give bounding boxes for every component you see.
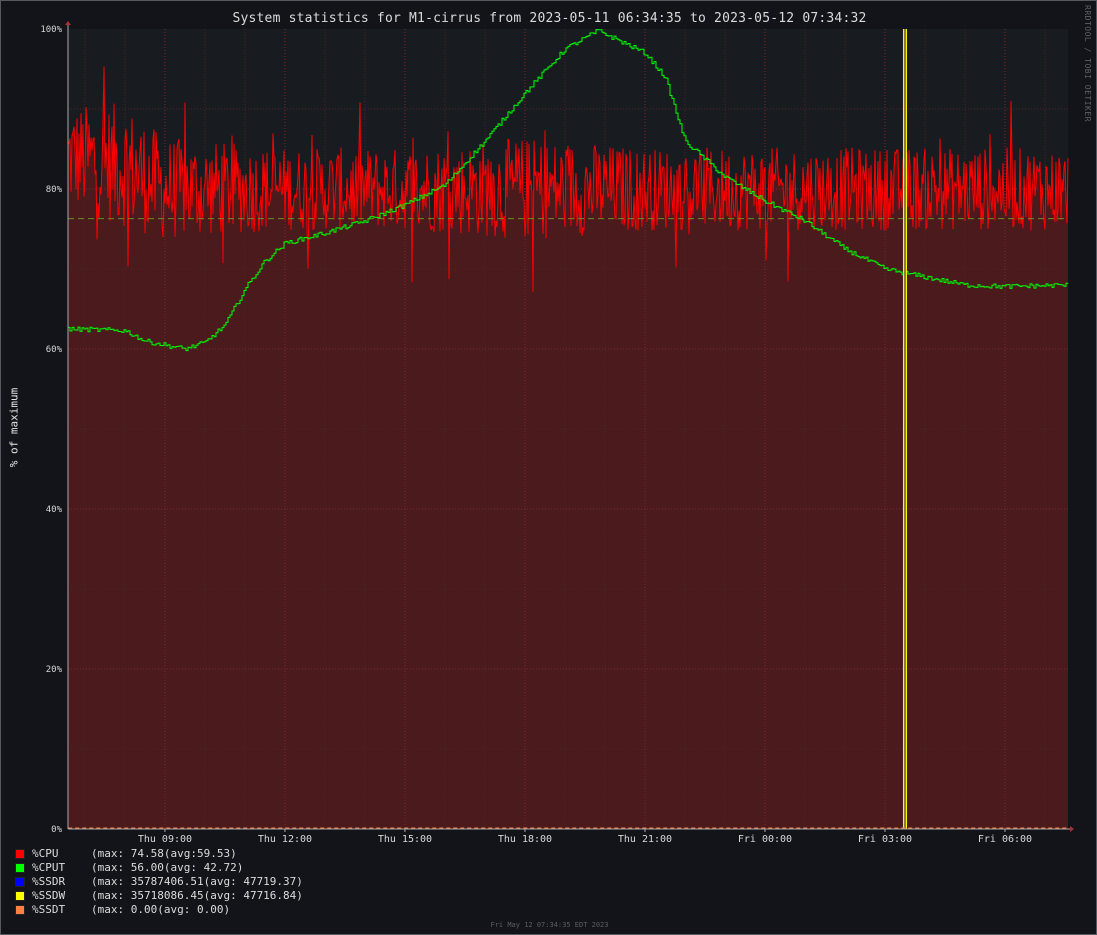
y-tick-label: 20% (46, 665, 63, 675)
legend-swatch (15, 863, 25, 873)
legend-series-stats: (max: 74.58(avg:59.53) (91, 847, 237, 860)
legend-series-name: %SSDW (32, 889, 66, 902)
series-cpu-line (67, 66, 1069, 293)
legend-entry: %CPUT (max: 56.00(avg: 42.72) (15, 861, 303, 875)
x-tick-label: Fri 03:00 (858, 834, 912, 845)
legend-series-stats: (max: 35718086.45(avg: 47716.84) (91, 889, 303, 902)
y-tick-label: 40% (46, 505, 63, 515)
x-tick-label: Thu 09:00 (138, 834, 192, 845)
legend-series-name: %SSDT (32, 903, 66, 916)
legend-swatch (15, 849, 25, 859)
legend-series-name: %CPUT (32, 861, 66, 874)
legend-entry: %SSDW (max: 35718086.45(avg: 47716.84) (15, 889, 303, 903)
x-tick-label: Fri 00:00 (738, 834, 792, 845)
legend-series-stats: (max: 35787406.51(avg: 47719.37) (91, 875, 303, 888)
x-tick-label: Thu 18:00 (498, 834, 552, 845)
legend-swatch (15, 877, 25, 887)
y-axis-arrow (65, 21, 71, 25)
cpu-area-fill (68, 66, 1068, 830)
y-tick-label: 100% (40, 25, 62, 35)
series-ssdw-spike-fill (903, 29, 907, 829)
legend-entry: %CPU (max: 74.58(avg:59.53) (15, 847, 303, 861)
legend-entry: %SSDT (max: 0.00(avg: 0.00) (15, 903, 303, 917)
grid-lines (68, 29, 1068, 829)
legend-swatch (15, 891, 25, 901)
series-cput-line (68, 29, 1069, 352)
x-axis-arrow (1070, 826, 1074, 832)
y-tick-label: 60% (46, 345, 63, 355)
x-tick-label: Thu 15:00 (378, 834, 432, 845)
legend-series-name: %CPU (32, 847, 59, 860)
legend: %CPU (max: 74.58(avg:59.53) %CPUT (max: 56.… (15, 847, 303, 917)
legend-entry: %SSDR (max: 35787406.51(avg: 47719.37) (15, 875, 303, 889)
legend-series-stats: (max: 0.00(avg: 0.00) (91, 903, 231, 916)
y-tick-label: 0% (51, 825, 62, 835)
x-tick-label: Thu 21:00 (618, 834, 672, 845)
x-tick-label: Thu 12:00 (258, 834, 312, 845)
chart-title: System statistics for M1-cirrus from 202… (232, 11, 867, 26)
legend-swatch (15, 905, 25, 915)
legend-series-name: %SSDR (32, 875, 66, 888)
legend-series-stats: (max: 56.00(avg: 42.72) (91, 861, 244, 874)
footer-timestamp: Fri May 12 07:34:35 EDT 2023 (490, 921, 609, 929)
x-tick-label: Fri 06:00 (978, 834, 1032, 845)
rrdtool-watermark: RRDTOOL / TOBI OETIKER (1083, 5, 1092, 122)
y-tick-label: 80% (46, 185, 63, 195)
